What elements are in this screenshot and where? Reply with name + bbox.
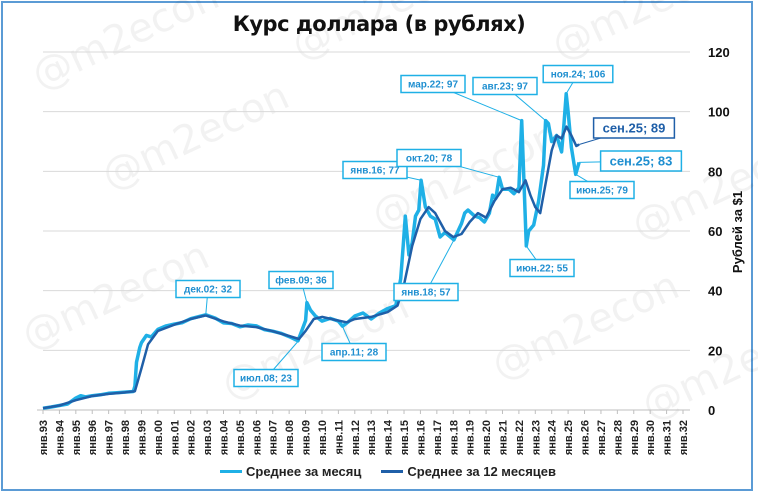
annotation-label: окт.20; 78 [406,154,453,165]
x-tick-label: янв.09 [301,420,313,455]
x-tick-label: янв.31 [662,420,674,455]
x-tick-label: янв.07 [268,420,280,455]
annotation-label: июн.22; 55 [516,264,568,275]
x-tick-label: янв.24 [547,419,559,455]
annotation-label: авг.23; 97 [482,82,528,93]
x-tick-label: янв.11 [333,420,345,455]
x-tick-label: янв.14 [383,419,395,455]
y-tick-label: 40 [708,284,722,299]
legend-label-monthly: Среднее за месяц [246,464,362,479]
x-tick-label: янв.12 [350,420,362,455]
annotation-label: янв.18; 57 [401,288,451,299]
annotation-label: июл.08; 23 [240,374,292,385]
annotation-box [342,160,408,180]
legend-swatch-12m [381,470,404,473]
annotation-box [592,117,676,139]
y-tick-label: 0 [708,403,715,418]
annotation-box [268,270,334,290]
x-tick-label: янв.95 [71,420,83,455]
annotation-label: ноя.24; 106 [551,70,606,81]
x-tick-label: янв.01 [169,420,181,455]
x-tick-label: янв.20 [481,420,493,455]
x-tick-label: янв.02 [186,420,198,455]
x-tick-label: янв.23 [530,420,542,455]
annotation-label: апр.11; 28 [330,348,379,359]
x-tick-label: янв.93 [38,420,50,455]
annotation-box [400,74,466,94]
y-tick-label: 100 [708,105,730,120]
annotation-box [472,76,538,96]
legend-swatch-monthly [220,470,242,473]
x-tick-label: янв.18 [448,420,460,455]
x-tick-label: янв.96 [87,420,99,455]
x-tick-label: янв.21 [497,420,509,455]
x-tick-label: янв.17 [432,420,444,455]
annotation-box [321,342,387,362]
annotation-label: мар.22; 97 [408,80,459,91]
x-tick-label: янв.16 [415,420,427,455]
watermark-text: @m2econ [95,72,296,199]
x-tick-label: янв.06 [251,420,263,455]
x-tick-label: янв.19 [465,420,477,455]
x-tick-label: янв.25 [563,420,575,455]
legend-item-12m: Среднее за 12 месяцев [381,464,556,479]
y-axis-title: Рублей за $1 [730,191,745,273]
x-tick-label: янв.10 [317,420,329,455]
series-line-1 [42,125,580,410]
x-tick-label: янв.27 [596,420,608,455]
x-tick-label: янв.30 [645,420,657,455]
x-tick-label: янв.29 [629,420,641,455]
x-tick-label: янв.00 [153,420,165,455]
x-tick-label: янв.05 [235,420,247,455]
annotation-label: сен.25; 83 [610,154,673,169]
x-tick-label: янв.32 [678,420,690,455]
x-tick-label: янв.08 [284,420,296,455]
y-tick-label: 80 [708,164,722,179]
annotation-box [569,180,635,200]
x-tick-label: янв.04 [219,419,231,455]
x-tick-label: янв.94 [54,419,66,455]
annotation-label: сен.25; 89 [603,121,666,136]
x-tick-label: янв.15 [399,420,411,455]
annotation-box [393,282,459,302]
annotation-box [233,368,299,388]
watermark-text: @m2econ [485,262,686,389]
legend-label-12m: Среднее за 12 месяцев [407,464,557,479]
annotation-label: янв.16; 77 [350,166,400,177]
watermark-text: @m2econ [25,0,226,99]
y-tick-label: 120 [708,45,730,60]
x-tick-label: янв.03 [202,420,214,455]
x-tick-label: янв.22 [514,420,526,455]
annotation-box [509,258,575,278]
annotation-box [599,150,683,172]
legend-item-monthly: Среднее за месяц [220,464,361,479]
x-tick-label: янв.98 [120,420,132,455]
annotation-box [542,64,614,84]
y-tick-label: 20 [708,343,722,358]
annotation-box [396,148,462,168]
annotation-label: июн.25; 79 [576,186,628,197]
annotation-label: дек.02; 32 [184,285,232,296]
x-tick-label: янв.28 [612,420,624,455]
x-tick-label: янв.97 [104,420,116,455]
watermark-text: @m2econ [285,0,486,69]
annotation-label: фев.09; 36 [275,275,327,287]
y-tick-label: 60 [708,224,722,239]
legend: Среднее за месяц Среднее за 12 месяцев [220,464,556,479]
chart-title: Курс доллара (в рублях) [232,12,526,36]
x-tick-label: янв.26 [580,420,592,455]
series-line-0 [42,92,581,410]
annotation-box [175,279,241,299]
x-tick-label: янв.99 [136,420,148,455]
x-tick-label: янв.13 [366,420,378,455]
